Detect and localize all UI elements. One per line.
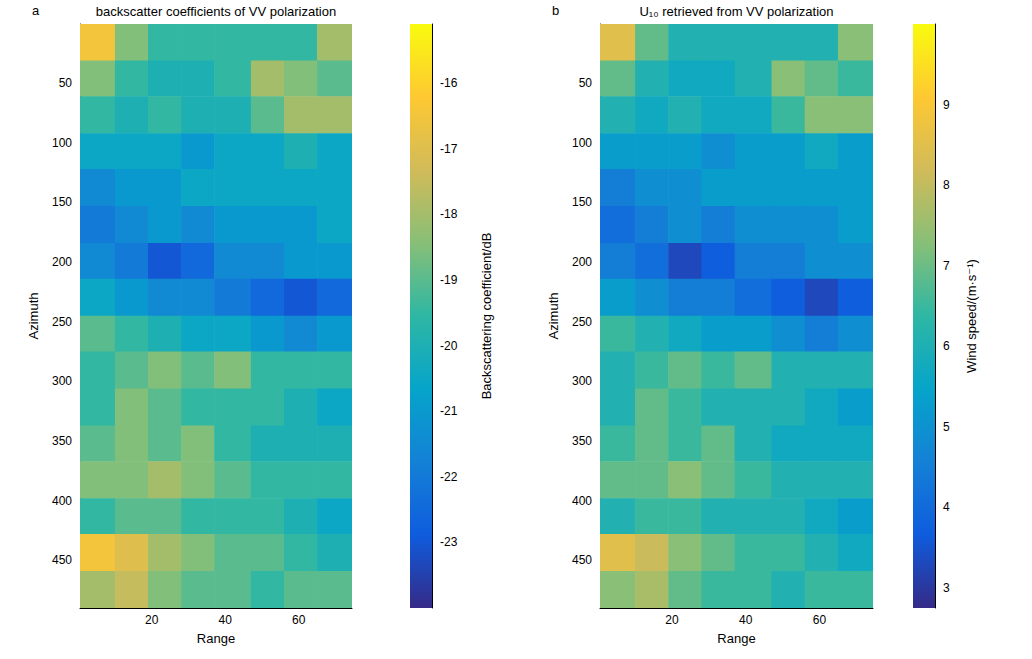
svg-text:150: 150 bbox=[52, 195, 72, 209]
svg-text:-20: -20 bbox=[440, 339, 458, 353]
svg-text:250: 250 bbox=[572, 315, 592, 329]
svg-text:5: 5 bbox=[943, 420, 950, 434]
svg-text:-21: -21 bbox=[440, 404, 458, 418]
svg-text:20: 20 bbox=[665, 613, 679, 627]
svg-text:300: 300 bbox=[52, 374, 72, 388]
svg-text:300: 300 bbox=[572, 374, 592, 388]
svg-text:4: 4 bbox=[943, 500, 950, 514]
svg-text:U₁₀ retrieved from VV polariza: U₁₀ retrieved from VV polarization bbox=[639, 4, 833, 19]
svg-text:20: 20 bbox=[145, 613, 159, 627]
svg-text:-17: -17 bbox=[440, 142, 458, 156]
svg-text:350: 350 bbox=[52, 434, 72, 448]
svg-text:7: 7 bbox=[943, 259, 950, 273]
svg-text:6: 6 bbox=[943, 339, 950, 353]
svg-text:40: 40 bbox=[739, 613, 753, 627]
svg-text:-23: -23 bbox=[440, 535, 458, 549]
svg-text:8: 8 bbox=[943, 178, 950, 192]
svg-text:250: 250 bbox=[52, 315, 72, 329]
svg-text:400: 400 bbox=[572, 494, 592, 508]
svg-text:Azimuth: Azimuth bbox=[546, 293, 561, 340]
svg-text:b: b bbox=[552, 3, 559, 18]
svg-text:3: 3 bbox=[943, 581, 950, 595]
svg-text:200: 200 bbox=[572, 255, 592, 269]
svg-text:-18: -18 bbox=[440, 207, 458, 221]
svg-text:Wind speed/(m·s⁻¹): Wind speed/(m·s⁻¹) bbox=[964, 259, 979, 373]
svg-text:a: a bbox=[32, 3, 40, 18]
svg-text:Azimuth: Azimuth bbox=[26, 293, 41, 340]
svg-text:backscatter coefficients of VV: backscatter coefficients of VV polarizat… bbox=[96, 4, 336, 19]
svg-text:50: 50 bbox=[59, 76, 73, 90]
svg-text:60: 60 bbox=[813, 613, 827, 627]
svg-text:450: 450 bbox=[572, 553, 592, 567]
svg-text:-16: -16 bbox=[440, 76, 458, 90]
svg-text:450: 450 bbox=[52, 553, 72, 567]
svg-text:40: 40 bbox=[219, 613, 233, 627]
svg-text:-19: -19 bbox=[440, 273, 458, 287]
svg-text:100: 100 bbox=[52, 136, 72, 150]
svg-text:9: 9 bbox=[943, 98, 950, 112]
svg-text:100: 100 bbox=[572, 136, 592, 150]
svg-text:200: 200 bbox=[52, 255, 72, 269]
svg-text:150: 150 bbox=[572, 195, 592, 209]
svg-text:400: 400 bbox=[52, 494, 72, 508]
svg-text:Range: Range bbox=[717, 631, 755, 646]
svg-text:Range: Range bbox=[197, 631, 235, 646]
svg-text:50: 50 bbox=[579, 76, 593, 90]
svg-text:-22: -22 bbox=[440, 470, 458, 484]
svg-text:350: 350 bbox=[572, 434, 592, 448]
svg-text:Backscattering coefficient/dB: Backscattering coefficient/dB bbox=[479, 233, 494, 400]
svg-text:60: 60 bbox=[292, 613, 306, 627]
